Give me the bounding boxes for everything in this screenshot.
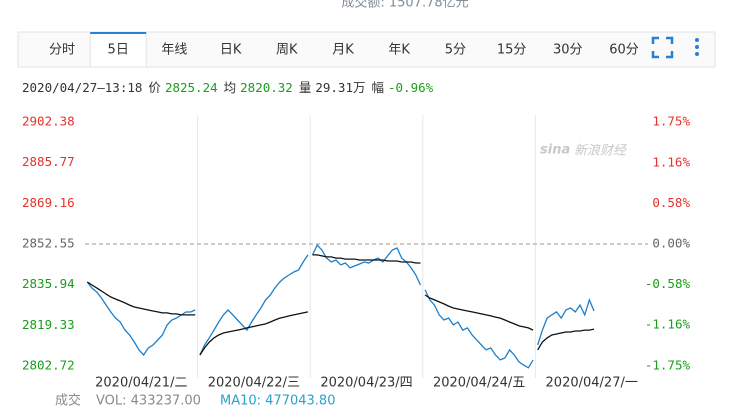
tab[interactable]: 年线 — [161, 43, 187, 58]
turnover: 成交额: 1507.78亿元 — [341, 0, 468, 11]
y-tick-label: 2852.55 — [22, 236, 75, 251]
tab[interactable]: 周K — [276, 43, 298, 58]
price-line — [199, 254, 309, 356]
expand-icon[interactable] — [651, 36, 674, 59]
volume-label: 成交 — [55, 393, 81, 409]
volume-ma: MA10: 477043.80 — [220, 394, 335, 409]
info-label: 量 — [299, 80, 312, 95]
info-value: -0.96% — [388, 80, 434, 95]
y2-tick-label: 0.00% — [652, 236, 690, 251]
watermark: sina 新浪财经 — [540, 143, 628, 159]
tab[interactable]: 30分 — [553, 43, 583, 58]
price-line — [537, 297, 595, 346]
x-tick-label: 2020/04/24/五 — [433, 376, 525, 391]
info-line: 2020/04/27—13:18 价 2825.24 均 2820.32 量 29.31万幅… — [22, 80, 434, 95]
y2-tick-label: -0.58% — [645, 276, 691, 291]
tab[interactable]: 15分 — [497, 43, 527, 58]
tabs: 分时 5日 年线 日K 周K 月K 年K 5分 15分 30分 60分 — [49, 31, 639, 68]
price-line — [537, 328, 595, 351]
menu-icon[interactable] — [695, 38, 699, 56]
y-tick-label: 2869.16 — [22, 195, 75, 210]
info-label: 均 — [224, 80, 237, 95]
x-tick-label: 2020/04/27/一 — [546, 376, 638, 391]
info-value: 2825.24 — [165, 80, 218, 95]
price-line — [86, 281, 196, 357]
y-tick-label: 2902.38 — [22, 114, 75, 129]
price-line — [311, 243, 422, 286]
volume-value: VOL: 433237.00 — [96, 394, 201, 409]
price-line — [424, 294, 534, 331]
y2-tick-label: 1.75% — [652, 114, 690, 129]
y-tick-label: 2819.33 — [22, 317, 75, 332]
tab[interactable]: 60分 — [609, 43, 639, 58]
price-line — [424, 289, 534, 369]
y2-tick-label: -1.75% — [645, 358, 691, 373]
tab[interactable]: 月K — [332, 43, 354, 58]
y2-tick-label: -1.16% — [645, 316, 691, 331]
y2-tick-label: 0.58% — [652, 195, 690, 210]
y-tick-label: 2802.72 — [22, 358, 75, 373]
price-line — [312, 254, 421, 264]
y-tick-label: 2885.77 — [22, 154, 75, 169]
watermark-logo: sina — [540, 143, 570, 158]
x-tick-label: 2020/04/21/二 — [95, 376, 187, 391]
price-line — [86, 281, 196, 316]
tab[interactable]: 5分 — [445, 43, 466, 58]
x-tick-label: 2020/04/23/四 — [320, 376, 412, 391]
info-time: 2020/04/27—13:18 — [22, 80, 142, 95]
active-tab — [89, 31, 147, 68]
info-value: 29.31万 — [315, 80, 365, 95]
x-tick-label: 2020/04/22/三 — [208, 376, 300, 391]
info-value: 2820.32 — [240, 80, 293, 95]
tab[interactable]: 日K — [220, 43, 242, 58]
watermark-text: 新浪财经 — [574, 143, 628, 159]
y2-tick-label: 1.16% — [652, 155, 690, 170]
tab[interactable]: 年K — [388, 43, 410, 58]
info-label: 幅 — [371, 80, 384, 95]
tab[interactable]: 5日 — [108, 43, 129, 58]
tab[interactable]: 分时 — [49, 43, 75, 58]
y-tick-label: 2835.94 — [22, 276, 75, 291]
price-line — [199, 311, 309, 356]
info-label: 价 — [148, 80, 161, 95]
